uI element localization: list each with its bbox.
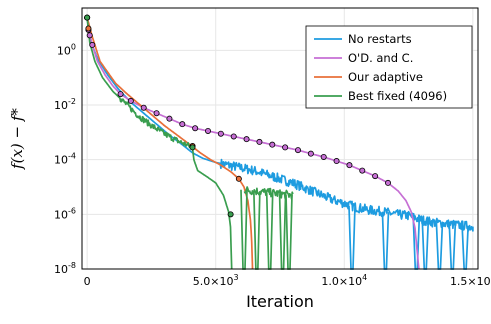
series-marker-1	[320, 153, 327, 160]
series-marker-1	[282, 144, 289, 151]
series-marker-1	[384, 179, 391, 186]
series-marker-1	[86, 32, 93, 39]
series-marker-1	[294, 147, 301, 154]
series-marker-1	[153, 110, 160, 117]
series-marker-1	[256, 138, 263, 145]
series-line-3	[86, 17, 294, 270]
legend-entry: Our adaptive	[348, 70, 423, 84]
series-marker-1	[140, 104, 147, 111]
y-tick-exponent: -6	[68, 206, 76, 215]
series-dip-3	[265, 192, 274, 270]
y-tick-base: 10	[54, 208, 68, 221]
y-tick-label: 10-8	[54, 261, 76, 276]
series-marker-1	[192, 125, 199, 132]
y-tick-base: 10	[54, 263, 68, 276]
plot-frame	[81, 7, 479, 270]
series-dip-3	[240, 189, 248, 270]
series-marker-1	[230, 133, 237, 140]
series-dip-0	[461, 225, 469, 270]
y-tick-label: 10-2	[54, 97, 76, 112]
series-marker-1	[346, 162, 353, 169]
x-axis-label: Iteration	[246, 292, 314, 311]
series-line-2	[86, 17, 254, 270]
series-marker-1	[204, 127, 211, 134]
x-tick-label: 5.0×103	[193, 273, 239, 288]
series-dip-3	[278, 194, 287, 270]
series-line-0	[86, 17, 474, 232]
x-tick-exponent: 3	[234, 273, 239, 282]
series-marker-1	[269, 141, 276, 148]
series-marker-1	[179, 121, 186, 128]
series-markers	[84, 14, 391, 218]
series-marker-2	[85, 25, 92, 32]
y-tick-label: 10-4	[54, 152, 76, 167]
legend: No restarts O'D. and C. Our adaptive Best f…	[305, 25, 473, 109]
legend-entry: O'D. and C.	[348, 51, 413, 65]
series-marker-1	[333, 158, 340, 165]
series-marker-1	[166, 115, 173, 122]
x-tick-exponent: 4	[362, 273, 367, 282]
x-tick-label: 1.5×104	[450, 273, 491, 288]
series-marker-1	[117, 91, 124, 98]
y-tick-exponent: -8	[68, 261, 76, 270]
y-tick-exponent: -4	[68, 152, 76, 161]
series-marker-1	[89, 41, 96, 48]
y-tick-base: 10	[57, 44, 71, 57]
series-marker-1	[243, 136, 250, 143]
x-tick-label: 1.0×104	[321, 273, 367, 288]
series-marker-1	[217, 130, 224, 137]
series-marker-1	[127, 97, 134, 104]
series-marker-3	[189, 144, 196, 151]
y-tick-label: 10-6	[54, 206, 76, 221]
series-marker-3	[84, 14, 91, 21]
series-marker-1	[359, 167, 366, 174]
series-marker-1	[372, 173, 379, 180]
series-dip-0	[435, 223, 444, 270]
series-marker-1	[307, 150, 314, 157]
series-dip-0	[421, 220, 430, 270]
y-axis-label: f(x) − f*	[8, 108, 26, 170]
series-marker-2	[235, 175, 242, 182]
y-tick-exponent: 0	[71, 42, 76, 51]
y-tick-exponent: -2	[68, 97, 76, 106]
legend-entry: Best fixed (4096)	[348, 89, 447, 103]
y-tick-base: 10	[54, 99, 68, 112]
series-dip-0	[381, 212, 390, 270]
series-dip-3	[253, 191, 261, 270]
y-tick-base: 10	[54, 154, 68, 167]
series-dip-3	[285, 194, 293, 270]
legend-entry: No restarts	[348, 32, 412, 46]
x-tick-label: 0	[84, 275, 91, 288]
series-marker-3	[227, 211, 234, 218]
series-dip-0	[348, 205, 356, 270]
axis-ticks: 05.0×1031.0×1041.5×10410010-210-410-610-…	[54, 42, 491, 288]
series-dip-0	[448, 224, 457, 270]
y-tick-label: 100	[57, 42, 76, 57]
